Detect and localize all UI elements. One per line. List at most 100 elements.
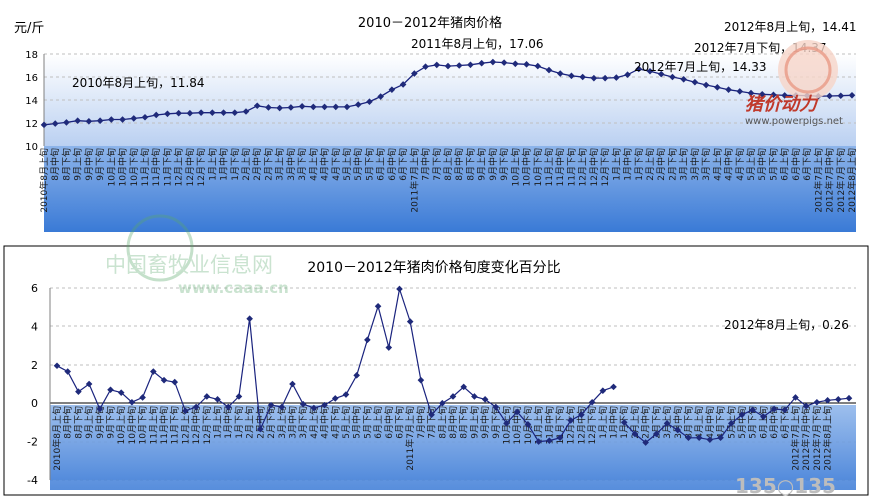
chart1-data-point: [624, 71, 631, 78]
chart1-x-tick-label: 8月下旬: [464, 148, 476, 181]
chart1-y-tick-label: 18: [25, 50, 38, 61]
chart1-x-tick-label: 9月上旬: [476, 148, 488, 181]
chart1-x-tick-label: 10月上旬: [509, 148, 521, 186]
chart1-x-tick-label: 4月中旬: [319, 148, 331, 181]
chart1-data-point: [512, 60, 519, 68]
chart1-data-point: [422, 63, 429, 70]
chart2-data-point: [299, 400, 307, 408]
chart2-data-point: [481, 396, 489, 403]
chart1-data-point: [579, 73, 586, 81]
chart2-x-tick-label: 1月下旬: [233, 406, 245, 439]
chart2-x-tick-label: 4月中旬: [704, 406, 716, 439]
chart2-x-tick-label: 10月上旬: [115, 406, 127, 444]
chart1-data-point: [197, 109, 205, 116]
chart1-x-tick-label: 2月下旬: [262, 148, 274, 181]
chart1-data-point: [74, 117, 81, 124]
chart1-x-tick-label: 3月中旬: [689, 148, 701, 181]
chart1-x-tick-label: 2012年7月下旬: [835, 148, 847, 213]
chart2-x-tick-label: 4月下旬: [715, 406, 727, 439]
chart1-annotation-aug-early: 2012年8月上旬，14.41: [724, 20, 857, 34]
chart2-data-point: [321, 401, 328, 409]
chart1-y-tick-label: 14: [25, 96, 38, 107]
chart2-x-tick-label: 3月中旬: [672, 406, 684, 439]
chart2-title: 2010－2012年猪肉价格旬度变化百分比: [307, 260, 560, 276]
chart2-data-point: [631, 430, 639, 438]
chart2-data-point: [556, 434, 564, 442]
chart2-x-tick-label: 1月上旬: [212, 406, 224, 439]
chart2-data-point: [310, 404, 318, 412]
chart2-x-tick-label: 11月上旬: [147, 406, 159, 444]
chart2-data-point: [588, 398, 596, 406]
chart1-x-tick-label: 2月中旬: [655, 148, 667, 181]
chart1-data-point: [433, 61, 441, 69]
chart1-data-point: [231, 109, 239, 116]
chart2-data-point: [353, 372, 360, 379]
chart2-data-point: [663, 420, 671, 427]
chart2-y-tick-label: 0: [31, 397, 38, 410]
caaa-watermark: 中国畜牧业信息网 www.caaa.cn: [105, 214, 289, 297]
chart2-y-tick-label: 6: [31, 282, 38, 295]
chart2-x-tick-label: 10月中旬: [126, 406, 138, 444]
chart2-x-tick-label: 12月上旬: [179, 406, 191, 444]
chart2-y-tick-label: 2: [31, 359, 38, 372]
chart2-data-point: [224, 403, 232, 411]
chart1-data-point: [399, 81, 407, 88]
chart1-x-tick-label: 11月下旬: [565, 148, 577, 186]
chart1-data-point: [220, 109, 227, 116]
chart2-data-point: [235, 393, 243, 400]
chart2-data-point: [781, 406, 789, 414]
chart1-x-tick-label: 8月中旬: [453, 148, 465, 181]
chart1-x-tick-label: 11月上旬: [543, 148, 555, 186]
chart1-annotation-start: 2010年8月上旬，11.84: [72, 76, 205, 90]
chart2-data-point: [642, 439, 649, 446]
chart1-data-point: [377, 93, 384, 100]
chart1-annotation-peak: 2011年8月上旬，17.06: [411, 37, 544, 51]
powerpigs-logo: 猪价动力 www.powerpigs.net: [745, 40, 843, 127]
chart2-data-point: [610, 383, 617, 391]
chart1-data-point: [635, 65, 643, 73]
chart2-data-point: [139, 394, 146, 401]
chart1-data-point: [51, 120, 59, 127]
chart1-x-tick-label: 11月中旬: [150, 148, 162, 186]
chart2-data-point: [171, 378, 179, 386]
chart1-x-tick-label: 5月中旬: [756, 148, 768, 181]
chart2-x-tick-label: 3月中旬: [286, 406, 298, 439]
chart1-x-tick-label: 10月上旬: [105, 148, 117, 186]
chart1-x-tick-label: 2011年7月上旬: [408, 148, 420, 213]
chart1-y-tick-label: 10: [25, 142, 38, 153]
chart1-x-tick-label: 2月下旬: [666, 148, 678, 181]
chart1-data-point: [411, 70, 418, 77]
chart2-x-tick-label: 6月上旬: [372, 406, 384, 439]
chart1-x-tick-label: 10月中旬: [521, 148, 533, 186]
chart1-data-point: [85, 117, 93, 125]
chart2-data-point: [85, 380, 93, 388]
chart1-x-tick-label: 2月中旬: [251, 148, 263, 181]
chart2-data-point: [503, 420, 510, 427]
chart1-x-tick-label: 9月下旬: [94, 148, 106, 181]
chart2-x-tick-label: 5月上旬: [340, 406, 352, 439]
chart2-data-point: [792, 394, 799, 401]
chart2-y-tick-label: -4: [27, 474, 38, 487]
chart2-x-tick-label: 8月中旬: [62, 406, 74, 439]
chart2-x-tick-label: 11月下旬: [554, 406, 566, 444]
chart2-y-tick-labels: -4 -2 0 2 4 6: [27, 282, 38, 487]
chart2-data-point: [107, 386, 114, 394]
chart1-data-point: [354, 101, 362, 108]
chart1-data-point: [545, 66, 553, 74]
chart2-x-tick-label: 3月下旬: [297, 406, 309, 439]
chart1-x-tick-label: 3月下旬: [296, 148, 308, 181]
chart1-x-tick-label: 2012年7月中旬: [824, 148, 836, 213]
chart1-x-tick-label: 7月下旬: [431, 148, 443, 181]
chart2-x-tick-label: 11月中旬: [543, 406, 555, 444]
chart2-x-tick-label: 9月上旬: [468, 406, 480, 439]
chart2-border: [3, 245, 869, 496]
chart2-data-point: [449, 393, 457, 400]
chart1-data-point: [276, 104, 283, 112]
chart2-x-tick-label: 6月下旬: [779, 406, 791, 439]
chart1-x-tick-label: 3月上旬: [678, 148, 690, 181]
chart2-x-tick-label: 2010年8月上旬: [51, 406, 63, 471]
chart1-data-point: [500, 59, 508, 66]
chart1-data-point: [40, 121, 48, 129]
chart1-x-tick-label: 8月下旬: [60, 148, 72, 181]
chart1-x-tick-label: 8月上旬: [442, 148, 454, 181]
